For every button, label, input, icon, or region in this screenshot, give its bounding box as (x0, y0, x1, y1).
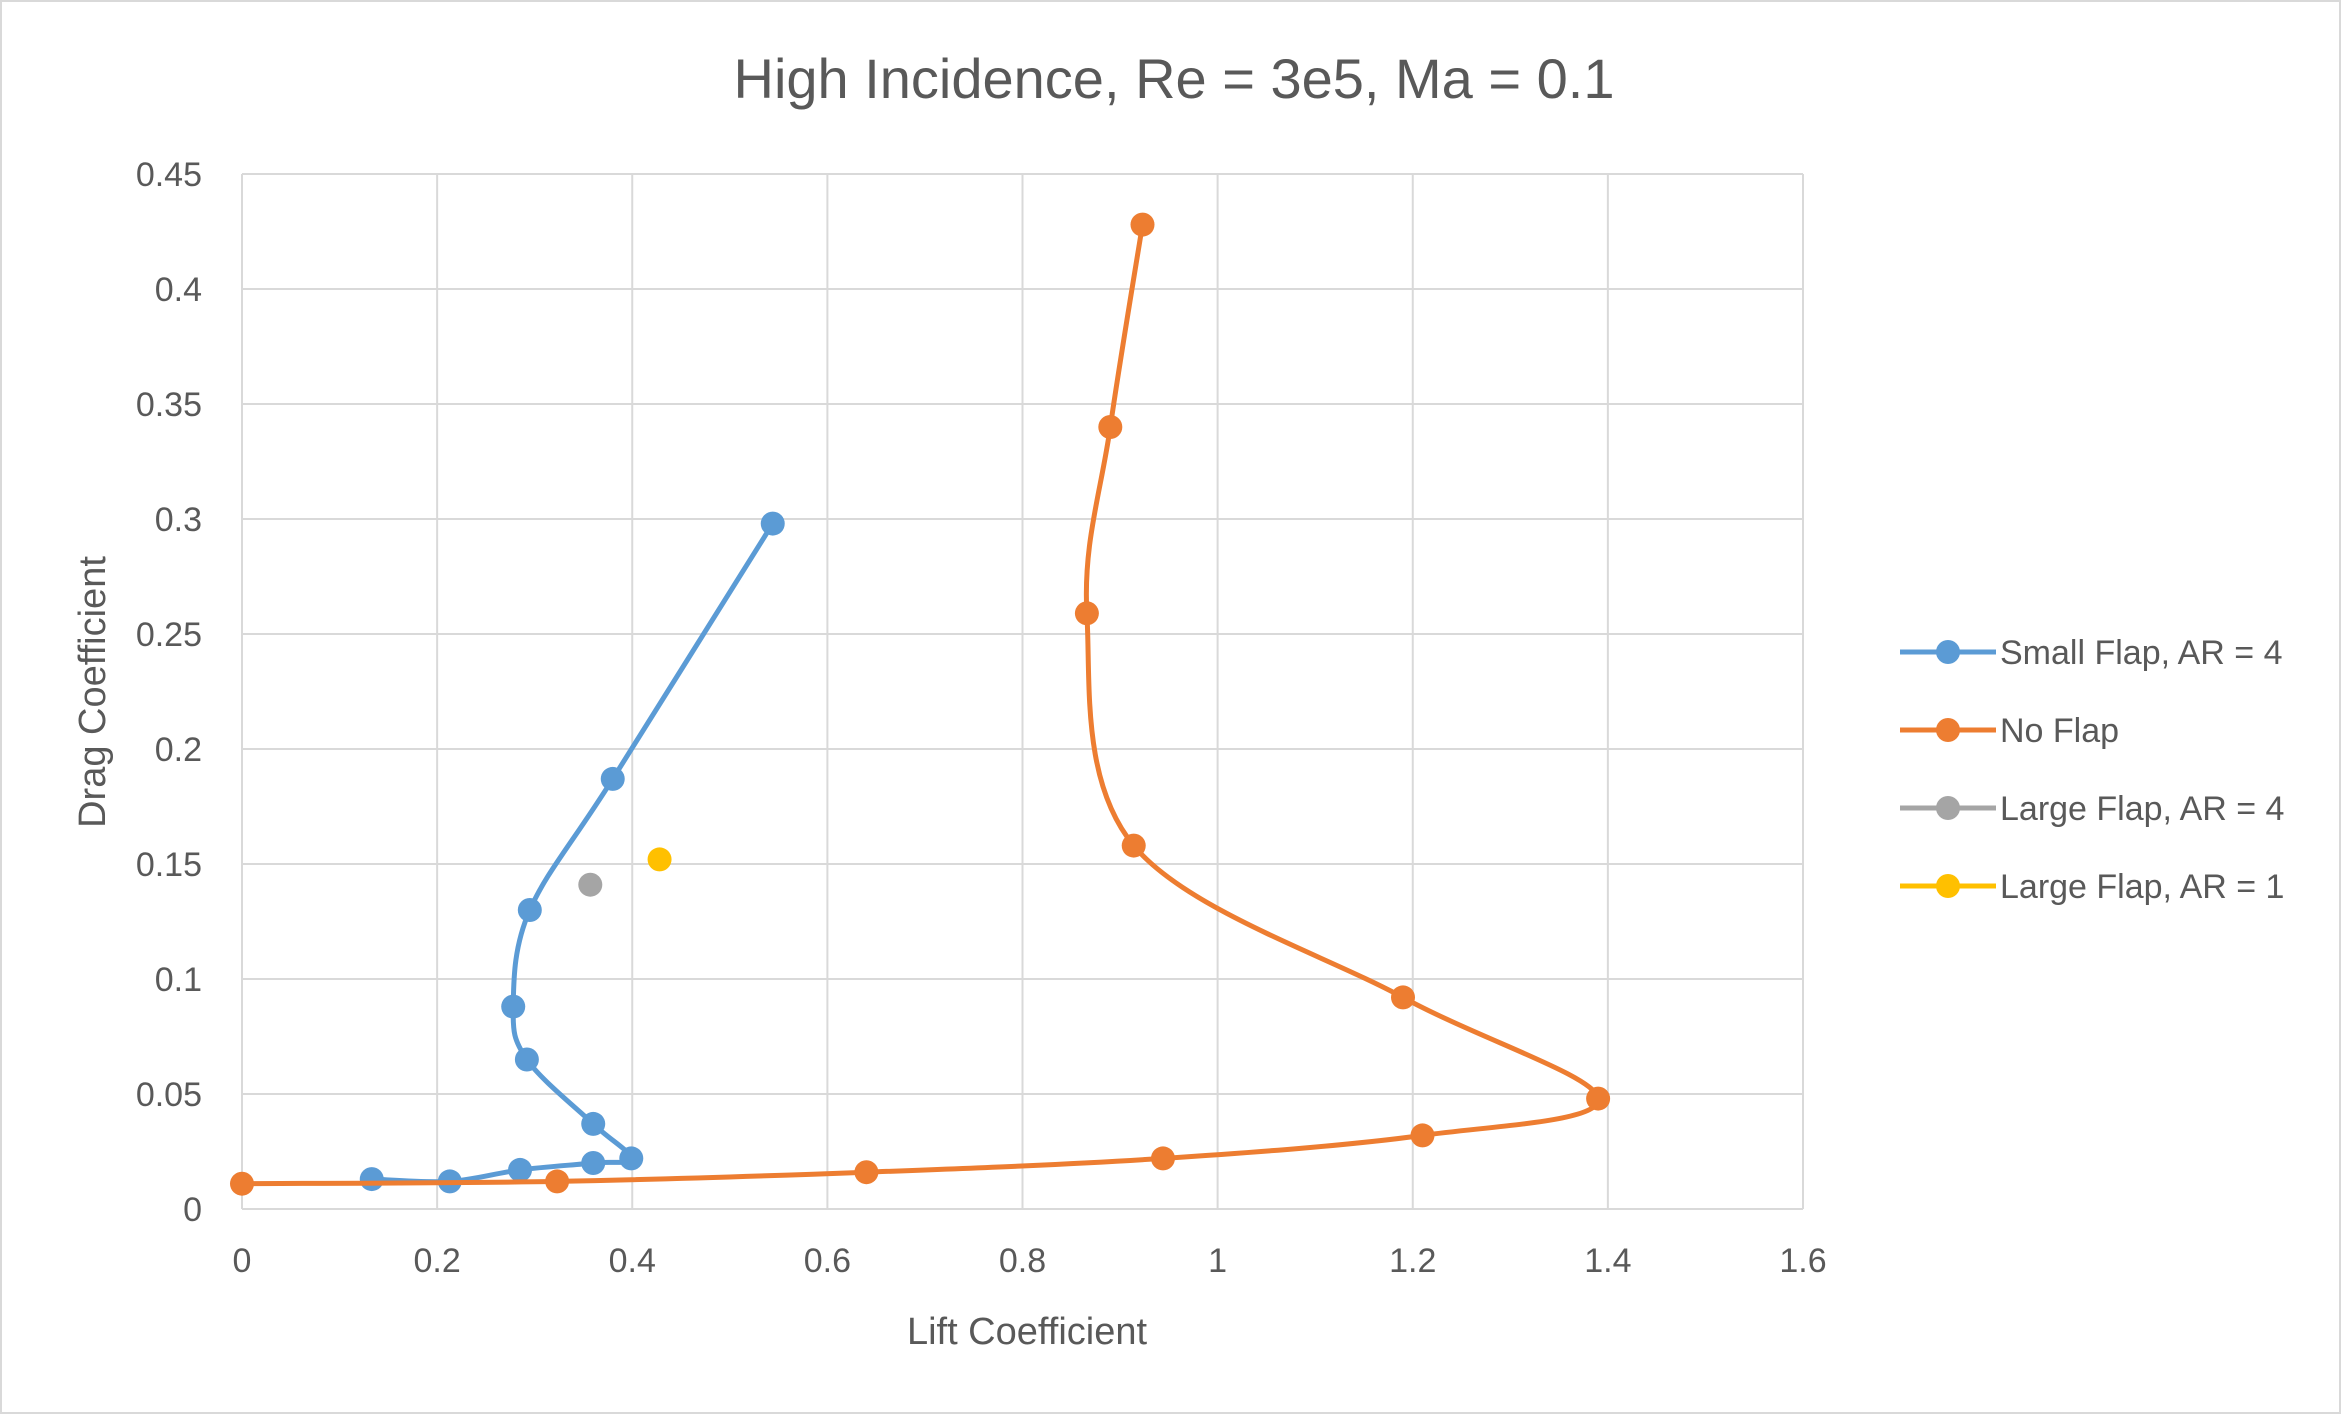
y-tick-label: 0.25 (136, 616, 202, 654)
series-line (371, 522, 775, 1185)
legend-label: Large Flap, AR = 1 (2000, 868, 2284, 906)
data-point (581, 1111, 606, 1136)
y-tick-label: 0.35 (136, 386, 202, 424)
y-tick-label: 0.15 (136, 846, 202, 884)
data-point (517, 898, 542, 922)
y-axis-title: Drag Coefficient (72, 556, 114, 828)
data-point (1150, 1146, 1175, 1171)
legend-item: Large Flap, AR = 1 (1900, 868, 2284, 906)
x-tick-labels: 0 0.2 0.4 0.6 0.8 1 1.2 1.4 1.6 (233, 1242, 1827, 1280)
legend-marker-swatch (1936, 796, 1960, 820)
legend-marker-swatch (1936, 640, 1960, 664)
legend: Small Flap, AR = 4 No Flap Large Flap, AR … (1900, 634, 2284, 906)
y-tick-label: 0.1 (155, 961, 202, 999)
x-tick-label: 1.2 (1389, 1242, 1436, 1280)
y-tick-label: 0.2 (155, 731, 202, 769)
data-point (508, 1157, 533, 1182)
legend-item: Large Flap, AR = 4 (1900, 790, 2284, 828)
legend-label: No Flap (2000, 712, 2119, 750)
data-point (1098, 415, 1123, 439)
x-tick-label: 1.6 (1779, 1242, 1826, 1280)
y-tick-label: 0.3 (155, 501, 202, 539)
data-point (514, 1047, 539, 1072)
data-point (1074, 601, 1099, 626)
x-tick-label: 1.4 (1584, 1242, 1631, 1280)
grid-layer (241, 173, 1804, 1210)
y-tick-label: 0.05 (136, 1076, 202, 1114)
data-point (619, 1146, 644, 1171)
x-tick-label: 1 (1208, 1242, 1227, 1280)
data-point (1121, 833, 1146, 858)
series-layer (230, 212, 1611, 1196)
y-tick-labels: 0 0.05 0.1 0.15 0.2 0.25 0.3 0.35 0.4 0.45 (136, 156, 202, 1229)
data-point (600, 766, 625, 791)
data-point (581, 1151, 606, 1175)
x-axis-title: Lift Coefficient (907, 1311, 1148, 1353)
legend-label: Large Flap, AR = 4 (2000, 790, 2284, 828)
data-point (854, 1160, 879, 1185)
data-point (545, 1169, 570, 1194)
data-point (1130, 212, 1155, 237)
series-line (241, 224, 1601, 1187)
y-tick-label: 0.45 (136, 156, 202, 194)
data-point (501, 994, 526, 1019)
y-tick-label: 0.4 (155, 271, 202, 309)
data-point (1390, 985, 1415, 1010)
x-tick-label: 0.4 (609, 1242, 656, 1280)
data-point (1410, 1123, 1435, 1148)
data-point (359, 1167, 384, 1192)
series-3 (578, 872, 603, 897)
legend-item: No Flap (1900, 712, 2119, 750)
data-point (760, 511, 785, 536)
data-point (647, 847, 672, 872)
data-point (230, 1171, 254, 1196)
legend-marker-swatch (1936, 718, 1960, 742)
x-tick-label: 0.6 (804, 1242, 851, 1280)
series-2 (230, 212, 1611, 1196)
x-tick-label: 0.8 (999, 1242, 1046, 1280)
data-point (578, 872, 603, 897)
x-tick-label: 0.2 (413, 1242, 460, 1280)
legend-item: Small Flap, AR = 4 (1900, 634, 2283, 672)
y-tick-label: 0 (183, 1191, 202, 1229)
data-point (1586, 1086, 1611, 1111)
chart-title: High Incidence, Re = 3e5, Ma = 0.1 (734, 47, 1615, 110)
x-tick-label: 0 (233, 1242, 252, 1280)
series-1 (359, 511, 785, 1194)
series-4 (647, 847, 672, 872)
legend-marker-swatch (1936, 874, 1960, 898)
legend-label: Small Flap, AR = 4 (2000, 634, 2283, 672)
